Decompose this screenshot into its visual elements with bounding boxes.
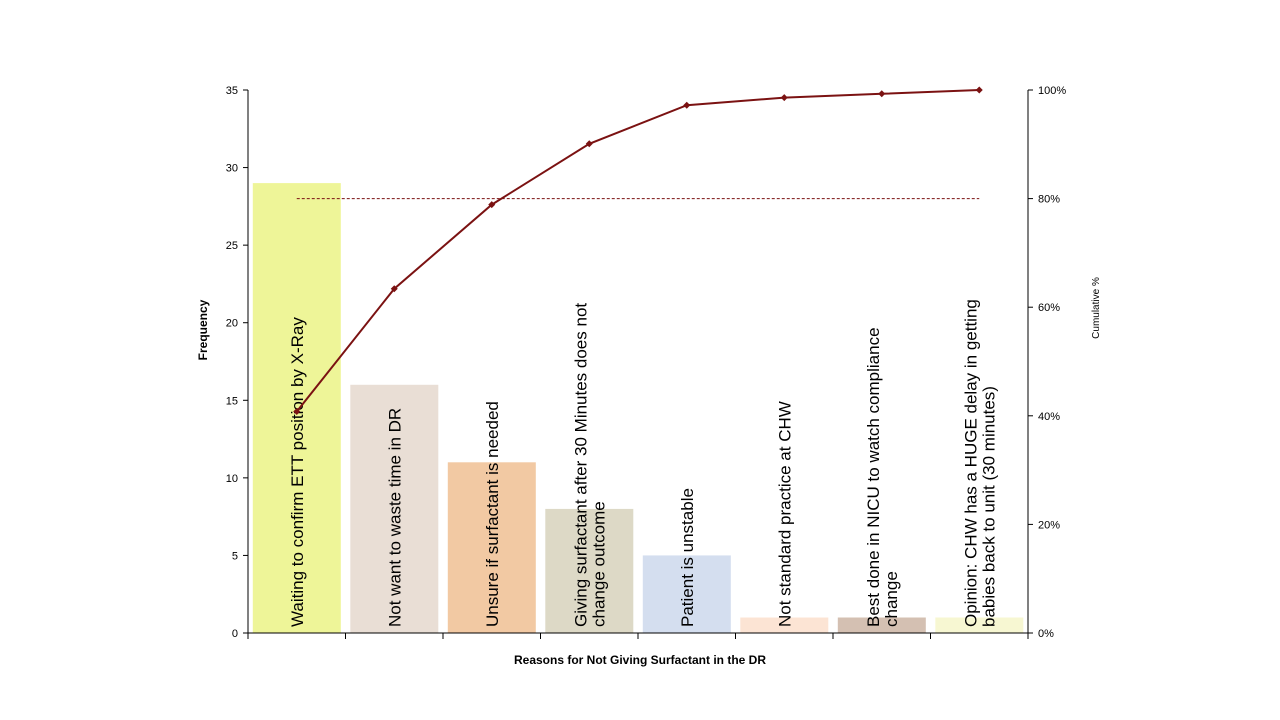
cumulative-line xyxy=(296,89,980,413)
cumulative-point xyxy=(390,285,398,293)
category-label-line: Opinion: CHW has a HUGE delay in getting xyxy=(961,299,980,627)
category-label-line: change xyxy=(882,571,901,627)
category-label-line: Waiting to confirm ETT position by X-Ray xyxy=(288,317,307,627)
x-axis-title: Reasons for Not Giving Surfactant in the… xyxy=(514,653,766,667)
y-tick-label: 10 xyxy=(226,473,238,485)
category-label-line: Not standard practice at CHW xyxy=(775,401,794,627)
bar xyxy=(642,555,731,633)
bar xyxy=(545,508,634,633)
bar xyxy=(350,384,439,633)
category-label: Not standard practice at CHW xyxy=(775,401,794,627)
category-label: Patient is unstable xyxy=(678,488,697,627)
y-tick-label: 15 xyxy=(226,395,238,407)
y2-tick-label: 60% xyxy=(1038,302,1060,314)
bar xyxy=(935,617,1024,633)
cumulative-point xyxy=(293,407,301,415)
bar xyxy=(447,462,536,633)
category-label: Best done in NICU to watch compliancecha… xyxy=(864,327,901,627)
category-label: Opinion: CHW has a HUGE delay in getting… xyxy=(961,299,998,627)
cumulative-point xyxy=(878,90,886,98)
cumulative-point xyxy=(683,101,691,109)
bar xyxy=(740,617,829,633)
y-tick-label: 20 xyxy=(226,318,238,330)
y-tick-label: 25 xyxy=(226,240,238,252)
cumulative-point xyxy=(488,201,496,209)
category-label-line: change outcome xyxy=(589,501,608,627)
bar xyxy=(837,617,926,633)
cumulative-point xyxy=(975,86,983,94)
category-label-line: Best done in NICU to watch compliance xyxy=(864,327,883,627)
category-label-line: Unsure if surfactant is needed xyxy=(483,401,502,627)
y-tick-label: 30 xyxy=(226,163,238,175)
y2-tick-label: 40% xyxy=(1038,411,1060,423)
category-label-line: Patient is unstable xyxy=(678,488,697,627)
y-tick-label: 5 xyxy=(232,550,238,562)
category-label: Unsure if surfactant is needed xyxy=(483,401,502,627)
bars-group xyxy=(252,183,1024,633)
category-label: Not want to waste time in DR xyxy=(385,408,404,627)
category-label-line: babies back to unit (30 minutes) xyxy=(979,386,998,627)
category-label: Giving surfactant after 30 Minutes does … xyxy=(571,303,608,627)
cumulative-lines xyxy=(293,86,983,415)
y2-tick-labels: 0% 20% 40% 60% 80% 100% xyxy=(1038,85,1066,640)
y-tick-label: 0 xyxy=(232,628,238,640)
y2-tick-label: 80% xyxy=(1038,194,1060,206)
y-tick-labels: 0 5 10 15 20 25 30 35 xyxy=(226,85,238,640)
y2-tick-label: 100% xyxy=(1038,85,1066,97)
y-axis-title: Frequency xyxy=(196,299,210,360)
bar-labels-group: Waiting to confirm ETT position by X-Ray… xyxy=(288,299,999,627)
y2-tick-label: 20% xyxy=(1038,519,1060,531)
cumulative-point xyxy=(780,94,788,102)
axes-group xyxy=(243,89,1033,639)
category-label: Waiting to confirm ETT position by X-Ray xyxy=(288,317,307,627)
category-label-line: Giving surfactant after 30 Minutes does … xyxy=(571,303,590,627)
y2-axis-title: Cumulative % xyxy=(1091,277,1102,339)
y-tick-label: 35 xyxy=(226,85,238,97)
category-label-line: Not want to waste time in DR xyxy=(385,408,404,627)
y2-tick-label: 0% xyxy=(1038,628,1054,640)
cumulative-point xyxy=(585,140,593,148)
